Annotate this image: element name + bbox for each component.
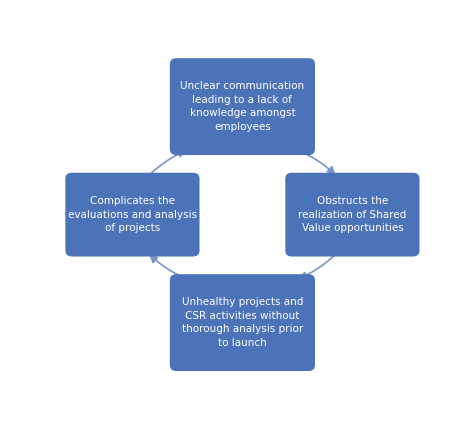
FancyBboxPatch shape: [170, 274, 315, 371]
FancyBboxPatch shape: [65, 173, 200, 257]
FancyBboxPatch shape: [170, 58, 315, 155]
FancyArrowPatch shape: [150, 255, 187, 279]
Text: Complicates the
evaluations and analysis
of projects: Complicates the evaluations and analysis…: [68, 196, 197, 233]
FancyBboxPatch shape: [285, 173, 420, 257]
Text: Unhealthy projects and
CSR activities without
thorough analysis prior
to launch: Unhealthy projects and CSR activities wi…: [182, 297, 303, 348]
FancyArrowPatch shape: [300, 254, 336, 279]
FancyArrowPatch shape: [298, 150, 334, 174]
Text: Unclear communication
leading to a lack of
knowledge amongst
employees: Unclear communication leading to a lack …: [180, 81, 305, 132]
FancyArrowPatch shape: [149, 150, 185, 175]
Text: Obstructs the
realization of Shared
Value opportunities: Obstructs the realization of Shared Valu…: [298, 196, 406, 233]
